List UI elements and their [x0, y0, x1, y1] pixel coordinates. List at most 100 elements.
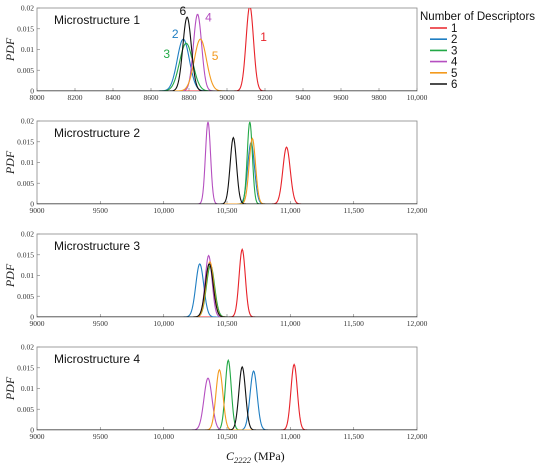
series-line-6: [37, 16, 417, 91]
x-tick-label: 9500: [93, 206, 108, 215]
x-axis-label-unit: (MPa): [251, 449, 285, 463]
x-tick-label: 10,500: [217, 432, 238, 441]
x-tick-label: 9600: [334, 93, 349, 102]
panel-4: 9000 9500 10,000 10,500 11,000 11,500 12,000 0 0…: [3, 343, 428, 442]
series-group: [37, 358, 417, 430]
x-tick-label: 9500: [93, 432, 108, 441]
series-line-2: [37, 263, 417, 317]
y-tick-label: 0.015: [17, 250, 34, 259]
legend-label: 1: [451, 23, 457, 35]
x-tick-label: 8400: [106, 93, 121, 102]
x-tick-label: 11,000: [280, 319, 301, 328]
chart-panels: 8000 8200 8400 8600 8800 9000 9200 9400 9600 9800…: [3, 4, 428, 442]
curve-annotation-4: 4: [205, 10, 212, 24]
x-tick-label: 9000: [30, 432, 45, 441]
y-tick-label: 0.015: [17, 137, 34, 146]
panel-title: Microstructure 2: [54, 126, 140, 140]
y-tick-label: 0.02: [21, 230, 34, 239]
y-tick-label: 0.01: [21, 384, 34, 393]
legend-entry-1: 1: [430, 23, 457, 35]
x-tick-label: 11,500: [343, 206, 364, 215]
x-tick-label: 10,500: [217, 319, 238, 328]
series-line-3: [37, 358, 417, 430]
legend-title: Number of Descriptors: [420, 11, 535, 23]
x-tick-label: 9800: [372, 93, 387, 102]
x-tick-label: 10,000: [153, 206, 174, 215]
series-line-1: [37, 363, 417, 430]
series-line-2: [37, 370, 417, 430]
x-tick-label: 9000: [30, 319, 45, 328]
legend-label: 5: [451, 68, 457, 80]
x-tick-label: 12,000: [407, 206, 428, 215]
legend-entry-6: 6: [430, 79, 457, 91]
panel-1: 8000 8200 8400 8600 8800 9000 9200 9400 9600 9800…: [3, 4, 428, 103]
y-tick-label: 0.015: [17, 24, 34, 33]
x-tick-label: 9400: [296, 93, 311, 102]
legend-entry-2: 2: [430, 34, 457, 46]
y-tick-label: 0.005: [17, 66, 34, 75]
y-tick-label: 0.015: [17, 363, 34, 372]
curve-annotation-2: 2: [172, 27, 179, 41]
series-line-3: [37, 264, 417, 317]
y-tick-label: 0.02: [21, 343, 34, 352]
series-line-5: [37, 368, 417, 430]
series-line-1: [37, 248, 417, 317]
x-tick-label: 11,500: [343, 432, 364, 441]
x-tick-label: 8000: [30, 93, 45, 102]
panel-2: 9000 9500 10,000 10,500 11,000 11,500 12,000 0 0…: [3, 117, 428, 216]
y-tick-label: 0.01: [21, 45, 34, 54]
x-axis-label-main: C: [226, 449, 235, 463]
curve-annotation-6: 6: [180, 4, 187, 18]
y-tick-label: 0: [30, 426, 34, 435]
x-tick-label: 10,500: [217, 206, 238, 215]
panel-3: 9000 9500 10,000 10,500 11,000 11,500 12,000 0 0…: [3, 230, 428, 329]
x-axis-label-sub: 2222: [234, 455, 252, 465]
series-line-5: [37, 38, 417, 91]
y-tick-label: 0.01: [21, 271, 34, 280]
svg-text:C2222 (MPa): C2222 (MPa): [226, 449, 285, 465]
curve-annotation-5: 5: [212, 49, 219, 63]
x-tick-label: 8200: [68, 93, 83, 102]
x-axis-label: C2222 (MPa): [226, 449, 285, 465]
x-tick-label: 9500: [93, 319, 108, 328]
series-line-2: [37, 38, 417, 91]
series-group: [37, 248, 417, 317]
series-line-4: [37, 254, 417, 317]
x-tick-label: 12,000: [407, 432, 428, 441]
x-tick-label: 10,000: [407, 93, 428, 102]
y-axis-label: PDF: [3, 150, 17, 175]
y-tick-label: 0: [30, 313, 34, 322]
x-tick-label: 10,000: [153, 319, 174, 328]
y-axis-label: PDF: [3, 37, 17, 62]
legend-label: 4: [451, 57, 458, 69]
x-tick-label: 11,500: [343, 319, 364, 328]
x-tick-label: 11,000: [280, 432, 301, 441]
y-tick-label: 0: [30, 200, 34, 209]
x-tick-label: 9200: [258, 93, 273, 102]
x-tick-label: 8600: [144, 93, 159, 102]
x-tick-label: 9000: [220, 93, 235, 102]
legend-label: 6: [451, 79, 457, 91]
x-tick-label: 9000: [30, 206, 45, 215]
panel-title: Microstructure 1: [54, 13, 140, 27]
y-tick-label: 0: [30, 87, 34, 96]
x-tick-label: 10,000: [153, 432, 174, 441]
y-tick-label: 0.005: [17, 405, 34, 414]
series-line-6: [37, 365, 417, 430]
y-axis-label: PDF: [3, 263, 17, 288]
series-line-5: [37, 260, 417, 317]
series-line-6: [37, 136, 417, 204]
x-tick-label: 11,000: [280, 206, 301, 215]
y-tick-label: 0.02: [21, 4, 34, 13]
legend-label: 2: [451, 34, 457, 46]
legend-label: 3: [451, 45, 457, 57]
series-group: [37, 121, 417, 204]
legend-entry-3: 3: [430, 45, 457, 57]
panel-title: Microstructure 4: [54, 352, 140, 366]
y-axis-label: PDF: [3, 376, 17, 401]
x-tick-label: 12,000: [407, 319, 428, 328]
panel-title: Microstructure 3: [54, 239, 140, 253]
x-tick-label: 8800: [182, 93, 197, 102]
